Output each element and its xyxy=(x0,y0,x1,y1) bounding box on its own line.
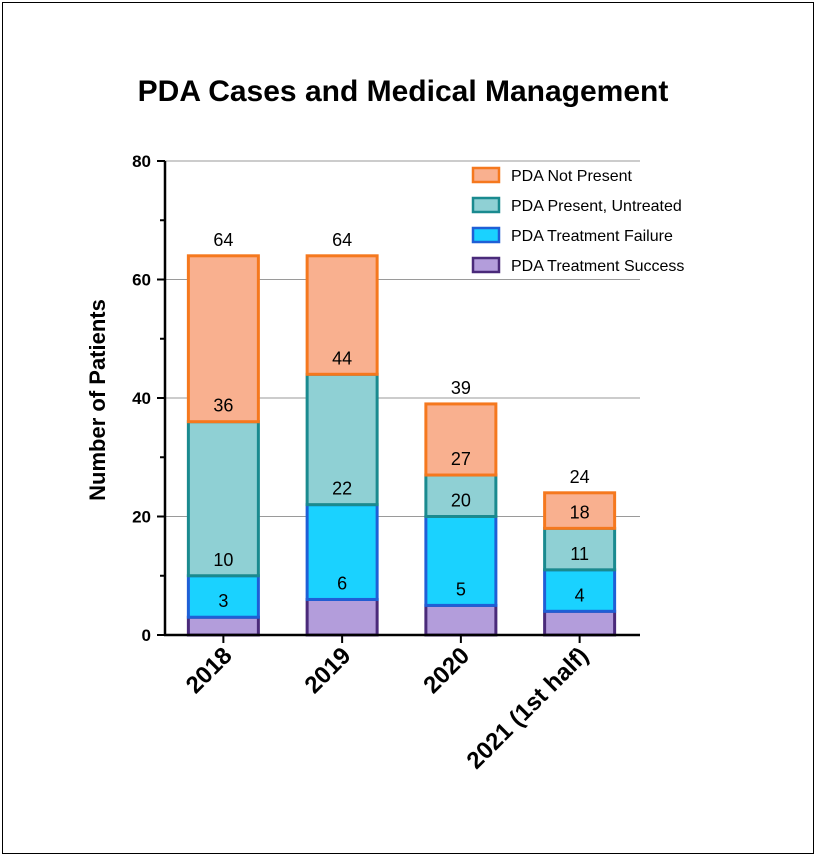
stacked-bar-chart: PDA Cases and Medical Management Number … xyxy=(85,75,684,774)
bar-segment xyxy=(305,597,379,637)
data-label: 27 xyxy=(451,449,471,469)
data-label: 11 xyxy=(570,544,589,564)
y-tick-label: 20 xyxy=(132,508,151,527)
data-label: 3 xyxy=(218,591,228,611)
bar-segment xyxy=(543,491,617,530)
data-label: 36 xyxy=(213,396,233,416)
data-label: 22 xyxy=(332,479,352,499)
bar-segment xyxy=(305,372,379,507)
legend-swatch xyxy=(471,256,501,274)
x-tick-label: 2021 (1st half) xyxy=(462,642,594,774)
data-label: 4 xyxy=(575,585,585,605)
legend-label: PDA Treatment Success xyxy=(511,258,684,275)
y-tick-label: 0 xyxy=(142,626,151,645)
bar-segment xyxy=(305,254,379,376)
bar-segment xyxy=(186,254,260,424)
data-label: 39 xyxy=(451,378,471,398)
data-label: 5 xyxy=(456,579,466,599)
x-tick-label: 2020 xyxy=(418,642,475,699)
data-label: 18 xyxy=(570,502,590,522)
legend-swatch xyxy=(471,226,501,244)
data-labels: 3 10 36 64 6 22 44 64 5 20 27 39 4 11 18 24 xyxy=(213,230,589,611)
legend-label: PDA Not Present xyxy=(511,168,633,185)
bar-segment xyxy=(186,574,260,619)
data-label: 44 xyxy=(332,348,352,368)
bars xyxy=(186,254,617,637)
bar-segment xyxy=(543,609,617,637)
legend: PDA Not Present PDA Present, Untreated PDA… xyxy=(471,166,684,275)
bar-segment xyxy=(186,420,260,578)
data-label: 6 xyxy=(337,573,347,593)
bar-segment xyxy=(424,603,498,637)
legend-label: PDA Present, Untreated xyxy=(511,198,682,215)
legend-swatch xyxy=(471,166,501,184)
data-label: 20 xyxy=(451,491,471,511)
data-label: 64 xyxy=(332,230,352,250)
data-label: 24 xyxy=(570,467,590,487)
chart-title: PDA Cases and Medical Management xyxy=(138,75,669,108)
bar-segment xyxy=(424,402,498,477)
bar-segment xyxy=(186,615,260,637)
bar-segment xyxy=(424,515,498,607)
y-axis-label: Number of Patients xyxy=(85,299,110,501)
data-label: 64 xyxy=(213,230,233,250)
data-label: 10 xyxy=(213,550,233,570)
legend-swatch xyxy=(471,196,501,214)
bar-segment xyxy=(305,503,379,601)
y-tick-label: 40 xyxy=(132,389,151,408)
x-tick-label: 2018 xyxy=(181,642,238,699)
x-tick-label: 2019 xyxy=(300,642,357,699)
y-tick-label: 80 xyxy=(132,152,151,171)
legend-label: PDA Treatment Failure xyxy=(511,228,673,245)
bar-segment xyxy=(543,526,617,572)
bar-segment xyxy=(424,473,498,518)
y-tick-label: 60 xyxy=(132,271,151,290)
